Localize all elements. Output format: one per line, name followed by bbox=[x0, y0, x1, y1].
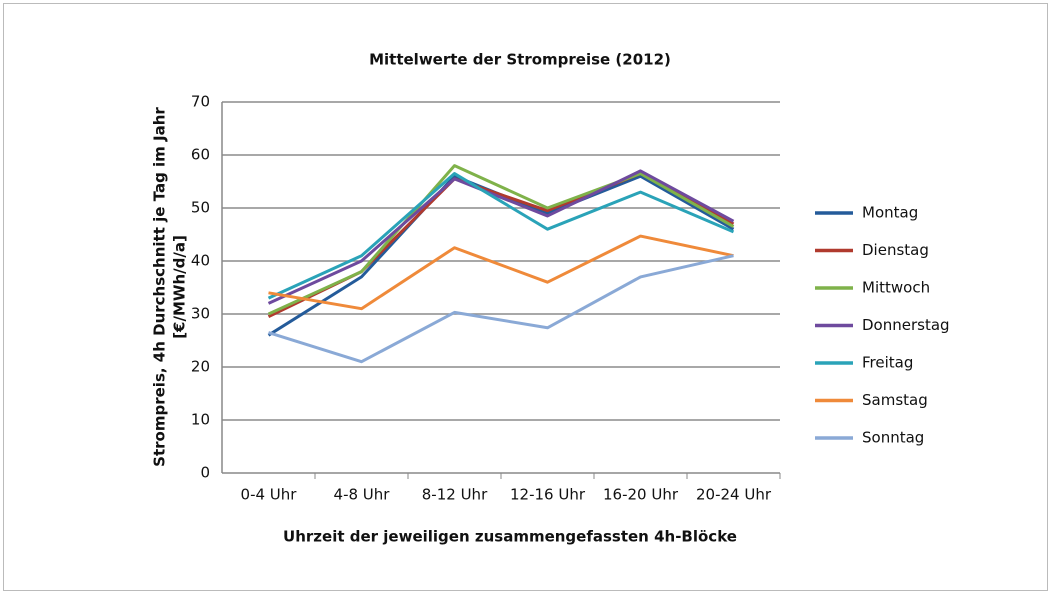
x-tick-label: 8-12 Uhr bbox=[422, 486, 488, 504]
legend-label: Sonntag bbox=[862, 429, 924, 447]
y-axis-label: [€/MWh/d/a] bbox=[171, 235, 189, 339]
y-tick-label: 60 bbox=[191, 146, 210, 164]
x-axis-label: Uhrzeit der jeweiligen zusammengefassten… bbox=[283, 528, 737, 546]
y-tick-label: 50 bbox=[191, 199, 210, 217]
y-tick-label: 0 bbox=[200, 464, 210, 482]
series-line bbox=[268, 254, 734, 364]
y-tick-label: 10 bbox=[191, 411, 210, 429]
y-tick-label: 30 bbox=[191, 305, 210, 323]
legend-label: Samstag bbox=[862, 391, 928, 409]
series-line bbox=[267, 172, 735, 300]
series-line bbox=[267, 164, 735, 316]
series-line bbox=[267, 169, 735, 305]
y-tick-label: 40 bbox=[191, 252, 210, 270]
y-tick-label: 20 bbox=[191, 358, 210, 376]
legend-label: Freitag bbox=[862, 354, 913, 372]
y-tick-label: 70 bbox=[191, 93, 210, 111]
x-tick-label: 4-8 Uhr bbox=[334, 486, 391, 504]
y-axis-label: Strompreis, 4h Durchschnitt je Tag im Ja… bbox=[151, 107, 169, 467]
x-tick-label: 20-24 Uhr bbox=[696, 486, 772, 504]
legend-label: Montag bbox=[862, 204, 918, 222]
x-tick-label: 0-4 Uhr bbox=[241, 486, 298, 504]
x-tick-label: 16-20 Uhr bbox=[603, 486, 679, 504]
series-line bbox=[268, 234, 734, 311]
x-tick-label: 12-16 Uhr bbox=[510, 486, 586, 504]
legend-label: Donnerstag bbox=[862, 316, 950, 334]
chart-title: Mittelwerte der Strompreise (2012) bbox=[369, 51, 671, 69]
legend-label: Mittwoch bbox=[862, 279, 930, 297]
legend-label: Dienstag bbox=[862, 241, 929, 259]
